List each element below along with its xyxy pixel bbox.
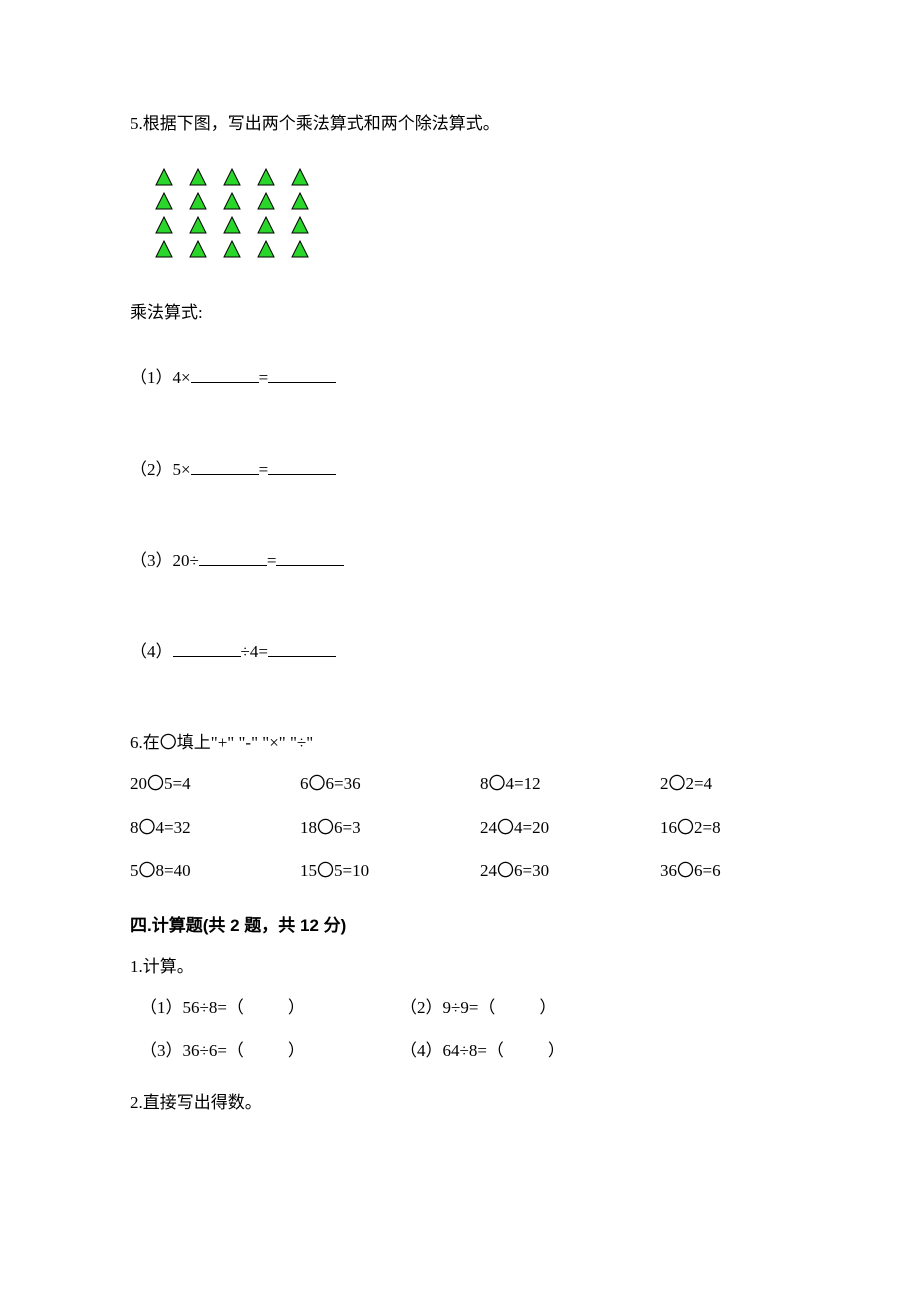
triangle-row xyxy=(154,239,790,259)
q6-cell: 2〇2=4 xyxy=(660,770,790,797)
q6-grid: 20〇5=46〇6=368〇4=122〇2=4 8〇4=3218〇6=324〇4=… xyxy=(130,770,790,884)
triangle-row xyxy=(154,167,790,187)
blank xyxy=(276,549,344,566)
calc-item-4: （4）64÷8=（ ） xyxy=(400,1037,660,1064)
q5-item-3: （3）20÷= xyxy=(130,547,790,574)
s4-q2-title: 2.直接写出得数。 xyxy=(130,1089,790,1116)
q6-cell: 6〇6=36 xyxy=(300,770,480,797)
blank xyxy=(268,458,336,475)
q5-item-4-text: （4） xyxy=(130,642,173,661)
section-4-heading: 四.计算题(共 2 题，共 12 分) xyxy=(130,912,790,939)
blank xyxy=(268,640,336,657)
triangle-row xyxy=(154,191,790,211)
blank xyxy=(191,366,259,383)
triangle-icon xyxy=(256,191,276,211)
calc-item-3: （3）36÷6=（ ） xyxy=(140,1037,400,1064)
q6-cell: 15〇5=10 xyxy=(300,857,480,884)
q6-cell: 20〇5=4 xyxy=(130,770,300,797)
triangle-icon xyxy=(290,191,310,211)
q6-cell: 16〇2=8 xyxy=(660,814,790,841)
blank xyxy=(268,366,336,383)
q5-label: 乘法算式: xyxy=(130,299,790,326)
s4-q1-title: 1.计算。 xyxy=(130,953,790,980)
triangle-icon xyxy=(188,239,208,259)
triangle-icon xyxy=(154,167,174,187)
triangle-icon xyxy=(290,167,310,187)
s4-q1-grid: （1）56÷8=（ ） （2）9÷9=（ ） （3）36÷6=（ ） （4）64÷8=… xyxy=(140,994,790,1064)
q6-cell: 8〇4=32 xyxy=(130,814,300,841)
triangle-icon xyxy=(256,167,276,187)
blank xyxy=(199,549,267,566)
triangle-icon xyxy=(222,191,242,211)
q6-cell: 24〇6=30 xyxy=(480,857,660,884)
triangle-icon xyxy=(222,167,242,187)
close-paren: ） xyxy=(288,998,305,1017)
q6-cell: 5〇8=40 xyxy=(130,857,300,884)
blank xyxy=(191,458,259,475)
triangle-row xyxy=(154,215,790,235)
q5-item-1-text: （1）4× xyxy=(130,368,191,387)
triangle-icon xyxy=(222,215,242,235)
close-paren: ） xyxy=(539,998,556,1017)
q5-title: 5.根据下图，写出两个乘法算式和两个除法算式。 xyxy=(130,110,790,137)
calc-item-1: （1）56÷8=（ ） xyxy=(140,994,400,1021)
triangle-icon xyxy=(154,191,174,211)
triangle-icon xyxy=(290,215,310,235)
triangle-icon xyxy=(222,239,242,259)
q5-item-2-text: （2）5× xyxy=(130,460,191,479)
q5-item-3-text: （3）20÷ xyxy=(130,551,199,570)
q5-item-2: （2）5×= xyxy=(130,456,790,483)
q5-item-4: （4） ÷4= xyxy=(130,638,790,665)
triangle-icon xyxy=(154,215,174,235)
q5-item-1: （1）4×= xyxy=(130,364,790,391)
calc-item-1-text: （1）56÷8=（ xyxy=(140,998,244,1017)
q6-cell: 24〇4=20 xyxy=(480,814,660,841)
q6-title: 6.在〇填上"+" "-" "×" "÷" xyxy=(130,729,790,756)
q6-cell: 18〇6=3 xyxy=(300,814,480,841)
calc-item-3-text: （3）36÷6=（ xyxy=(140,1041,244,1060)
calc-item-2-text: （2）9÷9=（ xyxy=(400,998,495,1017)
triangle-icon xyxy=(154,239,174,259)
triangle-icon xyxy=(188,191,208,211)
q6-cell: 36〇6=6 xyxy=(660,857,790,884)
triangle-icon xyxy=(256,215,276,235)
calc-item-4-text: （4）64÷8=（ xyxy=(400,1041,504,1060)
calc-item-2: （2）9÷9=（ ） xyxy=(400,994,660,1021)
triangle-icon xyxy=(188,215,208,235)
q5-item4-mid: ÷4= xyxy=(241,642,268,661)
triangle-icon xyxy=(188,167,208,187)
triangle-icon xyxy=(256,239,276,259)
close-paren: ） xyxy=(288,1041,305,1060)
blank xyxy=(173,640,241,657)
close-paren: ） xyxy=(548,1041,565,1060)
q6-cell: 8〇4=12 xyxy=(480,770,660,797)
triangle-grid xyxy=(154,167,790,259)
triangle-icon xyxy=(290,239,310,259)
